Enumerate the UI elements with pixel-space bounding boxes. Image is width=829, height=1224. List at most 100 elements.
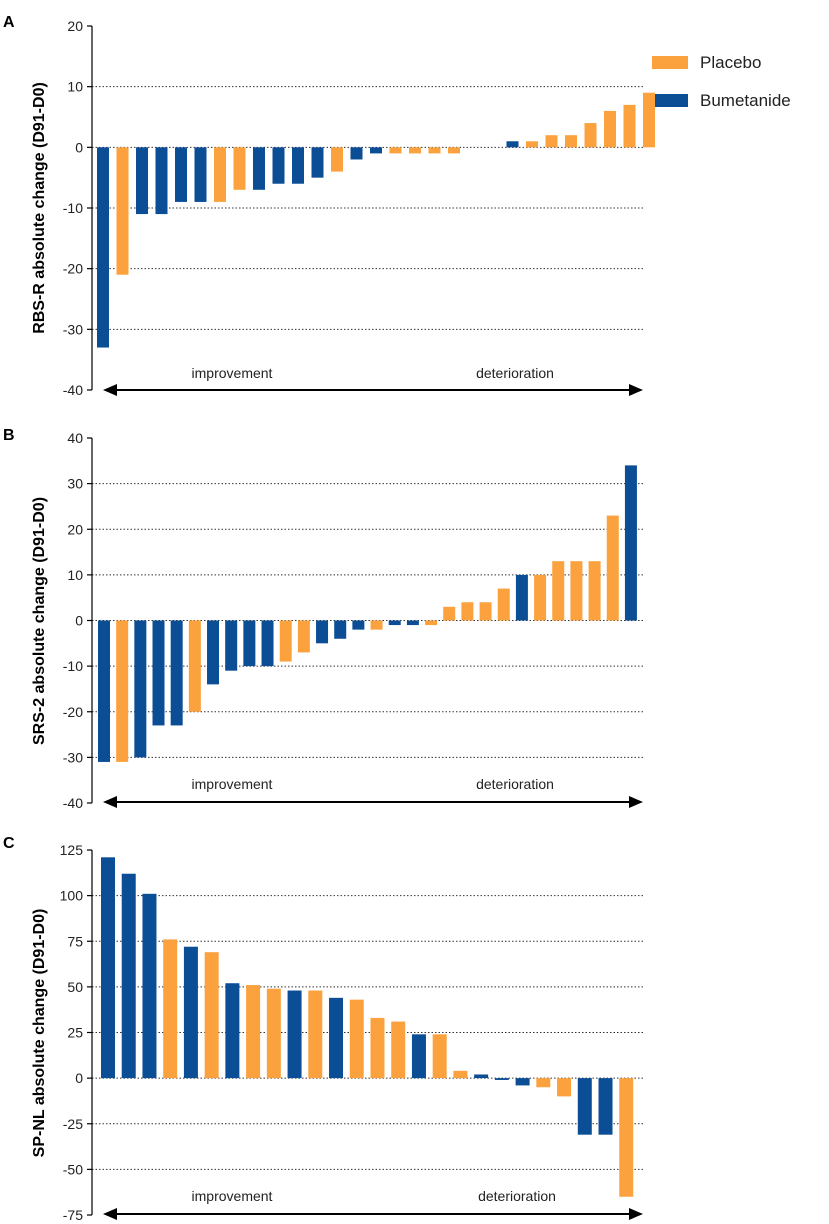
bar-placebo: [552, 561, 565, 621]
panel-c: C SP-NL absolute change (D91-D0) -75 -50 -…: [3, 835, 644, 1223]
bar-placebo: [116, 620, 129, 762]
panel-a: A RBS-R absolute change (D91-D0) -40 -30 -…: [3, 14, 655, 398]
bar-placebo: [584, 123, 597, 148]
bar-bumetanide: [494, 1078, 509, 1080]
bar-bumetanide: [515, 1078, 530, 1086]
arrow-head-left: [103, 384, 117, 396]
bar-bumetanide: [411, 1034, 426, 1079]
arrow-head-right: [629, 796, 643, 808]
y-tick-label: -30: [63, 749, 83, 765]
deterioration-label: deterioration: [478, 1188, 556, 1204]
bar-placebo: [409, 147, 421, 154]
bar-bumetanide: [598, 1078, 613, 1135]
bar-bumetanide: [253, 147, 265, 190]
bar-placebo: [204, 952, 219, 1079]
y-tick-label: 10: [67, 567, 83, 583]
bar-placebo: [643, 92, 655, 148]
bar-bumetanide: [406, 620, 419, 626]
y-tick-label: -30: [63, 321, 83, 337]
panel-b: B SRS-2 absolute change (D91-D0) -40 -30 -…: [3, 427, 644, 811]
bar-placebo: [279, 620, 292, 662]
bar-bumetanide: [225, 983, 240, 1079]
bar-placebo: [188, 620, 201, 712]
arrow-head-right: [629, 1208, 643, 1220]
bar-bumetanide: [155, 147, 168, 215]
bar-placebo: [536, 1078, 551, 1088]
bar-bumetanide: [370, 147, 382, 154]
bar-bumetanide: [272, 147, 285, 184]
y-tick-label: -40: [63, 382, 83, 398]
bar-bumetanide: [183, 946, 198, 1079]
bar-bumetanide: [506, 141, 519, 148]
improvement-label: improvement: [192, 1188, 273, 1204]
bar-placebo: [370, 1017, 385, 1079]
bar-bumetanide: [98, 620, 110, 762]
legend-label-bumetanide: Bumetanide: [700, 91, 791, 110]
bar-bumetanide: [624, 465, 637, 621]
y-tick-label: 75: [67, 933, 83, 949]
bar-placebo: [461, 602, 474, 621]
bar-placebo: [308, 990, 323, 1079]
bar-placebo: [425, 620, 438, 626]
bar-bumetanide: [292, 147, 304, 184]
bar-bumetanide: [142, 893, 157, 1079]
legend-swatch-placebo: [652, 56, 688, 69]
panel-c-letter: C: [3, 835, 15, 852]
bar-placebo: [557, 1078, 572, 1097]
bar-bumetanide: [170, 620, 183, 726]
y-tick-label: 30: [67, 476, 83, 492]
y-tick-label: 0: [75, 139, 83, 155]
bar-placebo: [619, 1078, 634, 1197]
bar-placebo: [604, 110, 616, 148]
panel-a-letter: A: [3, 14, 15, 31]
y-tick-label: 40: [67, 430, 83, 446]
bar-bumetanide: [261, 620, 274, 667]
bar-placebo: [389, 147, 402, 154]
y-tick-label: 10: [67, 79, 83, 95]
bar-bumetanide: [350, 147, 363, 160]
deterioration-label: deterioration: [476, 365, 554, 381]
improvement-label: improvement: [192, 365, 273, 381]
bar-placebo: [526, 141, 538, 148]
improvement-label: improvement: [192, 776, 273, 792]
bar-bumetanide: [316, 620, 329, 644]
bar-placebo: [534, 574, 547, 621]
bar-bumetanide: [134, 620, 147, 758]
bar-bumetanide: [136, 147, 148, 215]
y-tick-label: 0: [75, 613, 83, 629]
bar-placebo: [331, 147, 343, 172]
bar-placebo: [565, 135, 577, 148]
bar-placebo: [623, 104, 636, 148]
y-tick-label: -25: [63, 1116, 83, 1132]
bar-bumetanide: [515, 574, 528, 621]
bar-placebo: [479, 602, 492, 621]
bar-bumetanide: [287, 990, 302, 1079]
legend-label-placebo: Placebo: [700, 53, 761, 72]
legend: Placebo Bumetanide: [652, 53, 791, 110]
y-tick-label: 100: [60, 888, 84, 904]
y-tick-label: -20: [63, 261, 83, 277]
bar-bumetanide: [352, 620, 365, 630]
bar-bumetanide: [243, 620, 256, 667]
y-tick-label: 20: [67, 521, 83, 537]
bar-bumetanide: [225, 620, 238, 671]
bar-bumetanide: [334, 620, 347, 639]
y-tick-label: -40: [63, 795, 83, 811]
deterioration-label: deterioration: [476, 776, 554, 792]
bar-placebo: [214, 147, 226, 202]
bar-placebo: [545, 135, 558, 148]
bar-placebo: [432, 1034, 447, 1079]
arrow-head-left: [103, 796, 117, 808]
y-tick-label: 125: [60, 842, 84, 858]
arrow-head-left: [103, 1208, 117, 1220]
bar-placebo: [453, 1070, 468, 1079]
y-tick-label: 25: [67, 1025, 83, 1041]
bar-placebo: [606, 515, 619, 621]
bar-bumetanide: [121, 873, 136, 1079]
bar-placebo: [443, 606, 456, 621]
y-tick-label: -20: [63, 704, 83, 720]
y-tick-label: -50: [63, 1161, 83, 1177]
panel-b-ylabel: SRS-2 absolute change (D91-D0): [31, 497, 48, 745]
y-tick-label: 50: [67, 979, 83, 995]
bar-bumetanide: [194, 147, 207, 202]
